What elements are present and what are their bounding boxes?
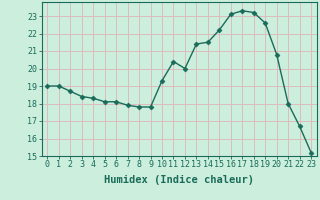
X-axis label: Humidex (Indice chaleur): Humidex (Indice chaleur) [104, 175, 254, 185]
